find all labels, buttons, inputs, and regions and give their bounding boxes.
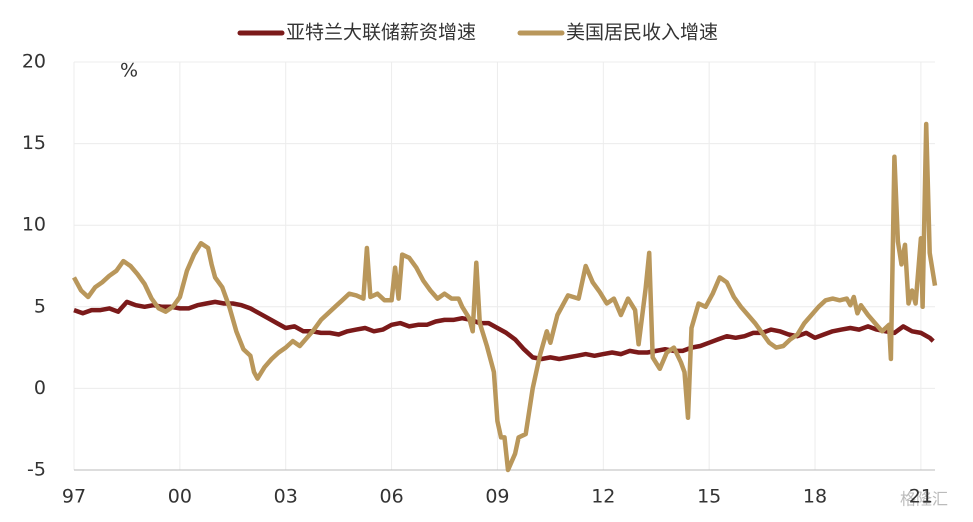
y-tick-label: 0 [34, 377, 46, 399]
x-tick-label: 15 [697, 486, 721, 508]
watermark: 格隆汇 [900, 490, 948, 509]
series-line [73, 299, 935, 362]
x-tick-label: 03 [274, 486, 298, 508]
legend-label: 美国居民收入增速 [566, 22, 718, 44]
series-line [72, 121, 938, 473]
x-tick-label: 12 [591, 486, 615, 508]
x-tick-label: 18 [803, 486, 827, 508]
x-tick-label: 09 [485, 486, 509, 508]
x-tick-label: 97 [62, 486, 86, 508]
y-tick-label: 10 [22, 214, 46, 236]
y-tick-label: 15 [22, 132, 46, 154]
y-tick-label: 20 [22, 51, 46, 73]
y-tick-label: 5 [34, 295, 46, 317]
x-tick-label: 21 [909, 486, 933, 508]
y-tick-label: -5 [27, 459, 46, 481]
legend-label: 亚特兰大联储薪资增速 [286, 22, 476, 44]
x-tick-label: 00 [168, 486, 192, 508]
unit-annotation: % [120, 60, 138, 82]
x-tick-label: 06 [379, 486, 403, 508]
